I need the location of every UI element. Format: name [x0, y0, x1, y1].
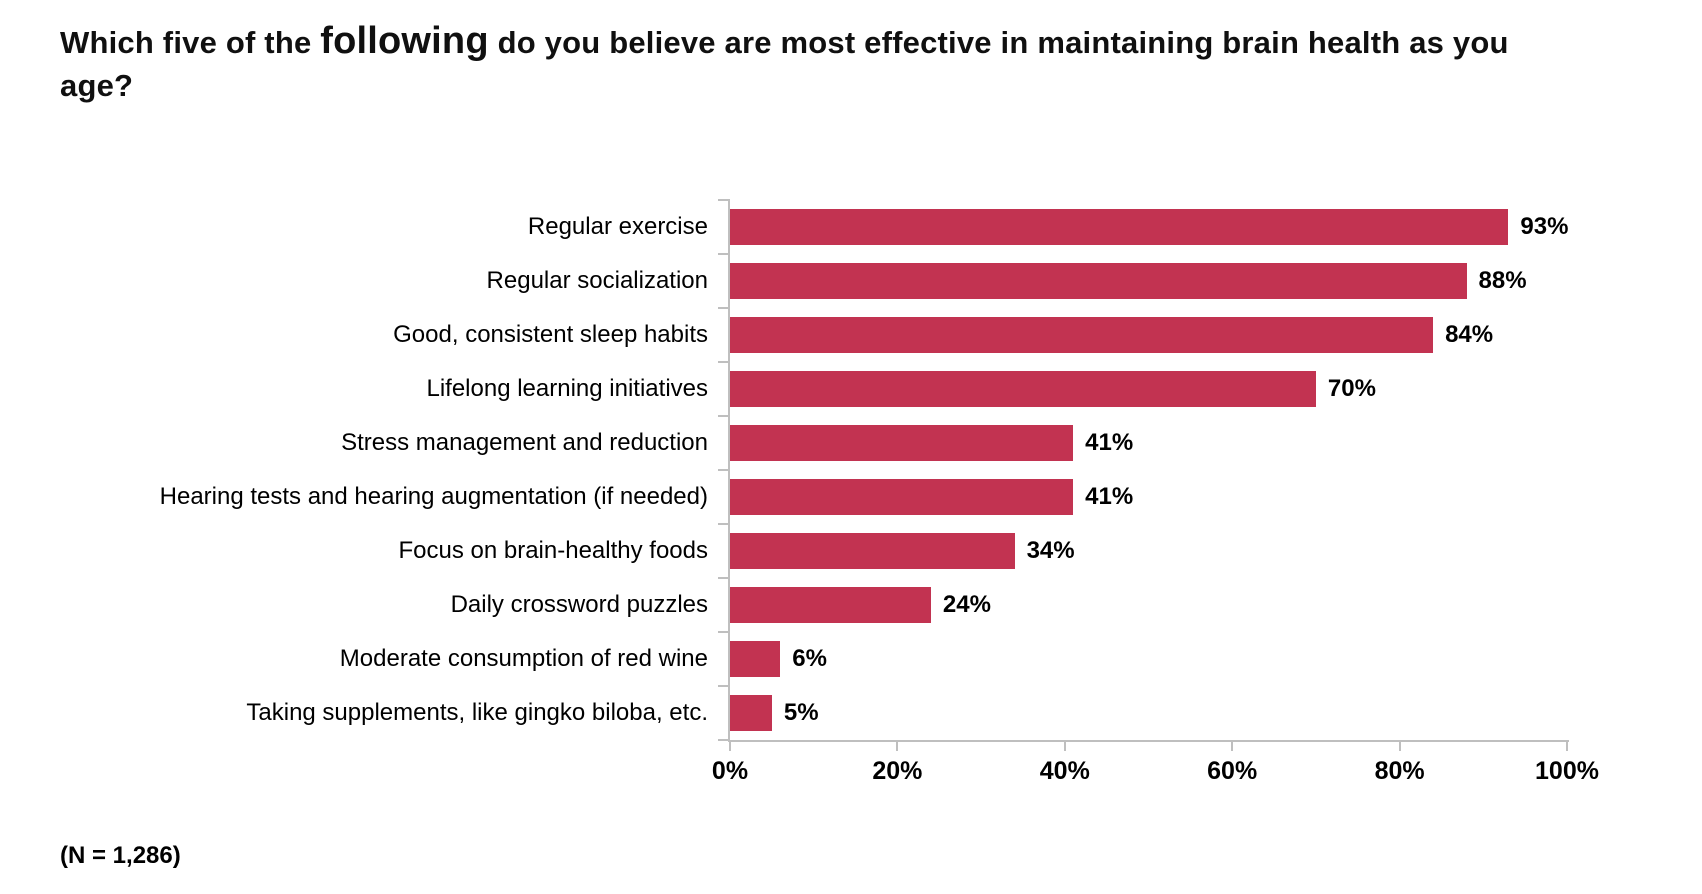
chart-row: Taking supplements, like gingko biloba, … — [60, 686, 1567, 740]
chart-row: Regular exercise 93% — [60, 200, 1569, 254]
category-label: Hearing tests and hearing augmentation (… — [159, 483, 708, 510]
chart-row: Daily crossword puzzles 24% — [60, 578, 1567, 632]
category-label: Good, consistent sleep habits — [393, 321, 708, 348]
category-tick — [718, 685, 728, 687]
value-label: 5% — [783, 699, 819, 726]
bar — [730, 695, 772, 731]
category-tick — [718, 523, 728, 525]
value-tick — [1398, 742, 1401, 751]
bar-area: 5% — [730, 686, 1567, 740]
category-label: Regular exercise — [527, 213, 708, 240]
value-tick — [729, 742, 731, 751]
value-label: 93% — [1520, 213, 1569, 240]
category-tick — [718, 577, 728, 579]
category-tick — [718, 415, 728, 417]
chart-row: Lifelong learning initiatives 70% — [60, 362, 1567, 416]
value-tick-label: 40% — [1039, 757, 1090, 785]
bar — [730, 371, 1316, 407]
chart-row: Regular socialization 88% — [60, 254, 1567, 308]
category-tick — [718, 307, 728, 309]
value-tick — [1231, 742, 1234, 751]
chart-row: Hearing tests and hearing augmentation (… — [60, 470, 1567, 524]
bar-area: 93% — [730, 200, 1569, 254]
sample-size-note: (N = 1,286) — [60, 842, 181, 869]
bar — [730, 641, 781, 677]
bar — [730, 533, 1015, 569]
value-tick — [1063, 742, 1066, 751]
value-label: 84% — [1445, 321, 1494, 348]
bar-area: 70% — [730, 362, 1567, 416]
title-text-after: do you believe are most effective in mai… — [60, 25, 1509, 103]
chart-title: Which five of the following do you belie… — [60, 20, 1590, 107]
category-tick — [718, 469, 728, 471]
value-label: 88% — [1478, 267, 1527, 294]
bar-chart-plot: Regular exercise 93% Regular socialization… — [60, 200, 1569, 740]
category-tick — [718, 631, 728, 633]
category-tick — [718, 199, 728, 201]
bar-area: 41% — [730, 470, 1567, 524]
value-tick-label: 20% — [872, 757, 923, 785]
bar — [730, 587, 931, 623]
title-emphasis-word: following — [320, 20, 489, 62]
value-tick — [896, 742, 899, 751]
value-label: 41% — [1085, 483, 1134, 510]
value-axis-line — [728, 740, 1569, 742]
category-tick — [718, 739, 728, 741]
chart-row: Stress management and reduction 41% — [60, 416, 1567, 470]
category-axis-line — [728, 199, 730, 741]
chart-row: Good, consistent sleep habits 84% — [60, 308, 1567, 362]
category-label: Moderate consumption of red wine — [339, 645, 708, 672]
chart-row: Focus on brain-healthy foods 34% — [60, 524, 1567, 578]
chart-row: Moderate consumption of red wine 6% — [60, 632, 1567, 686]
bar — [730, 425, 1074, 461]
bar-area: 84% — [730, 308, 1567, 362]
value-label: 6% — [792, 645, 827, 672]
category-label: Daily crossword puzzles — [450, 591, 708, 618]
category-tick — [718, 361, 728, 363]
value-label: 41% — [1085, 429, 1134, 456]
bar — [730, 209, 1509, 245]
category-label: Focus on brain-healthy foods — [398, 537, 708, 564]
value-tick-label: 80% — [1374, 757, 1425, 785]
value-tick-label: 100% — [1535, 757, 1599, 785]
value-label: 24% — [942, 591, 991, 618]
bar-area: 6% — [730, 632, 1567, 686]
value-label: 34% — [1026, 537, 1075, 564]
category-label: Lifelong learning initiatives — [426, 375, 708, 402]
bar — [730, 263, 1467, 299]
bar-area: 88% — [730, 254, 1567, 308]
bar-area: 24% — [730, 578, 1567, 632]
bar — [730, 317, 1434, 353]
category-label: Regular socialization — [486, 267, 708, 294]
value-label: 70% — [1327, 375, 1376, 402]
value-tick-label: 60% — [1207, 757, 1258, 785]
bar-area: 34% — [730, 524, 1567, 578]
title-text-before: Which five of the — [60, 25, 321, 60]
value-tick — [1566, 742, 1568, 751]
bar — [730, 479, 1074, 515]
category-label: Stress management and reduction — [341, 429, 708, 456]
bar-area: 41% — [730, 416, 1567, 470]
category-tick — [718, 253, 728, 255]
value-tick-label: 0% — [711, 757, 749, 785]
category-label: Taking supplements, like gingko biloba, … — [246, 699, 708, 726]
